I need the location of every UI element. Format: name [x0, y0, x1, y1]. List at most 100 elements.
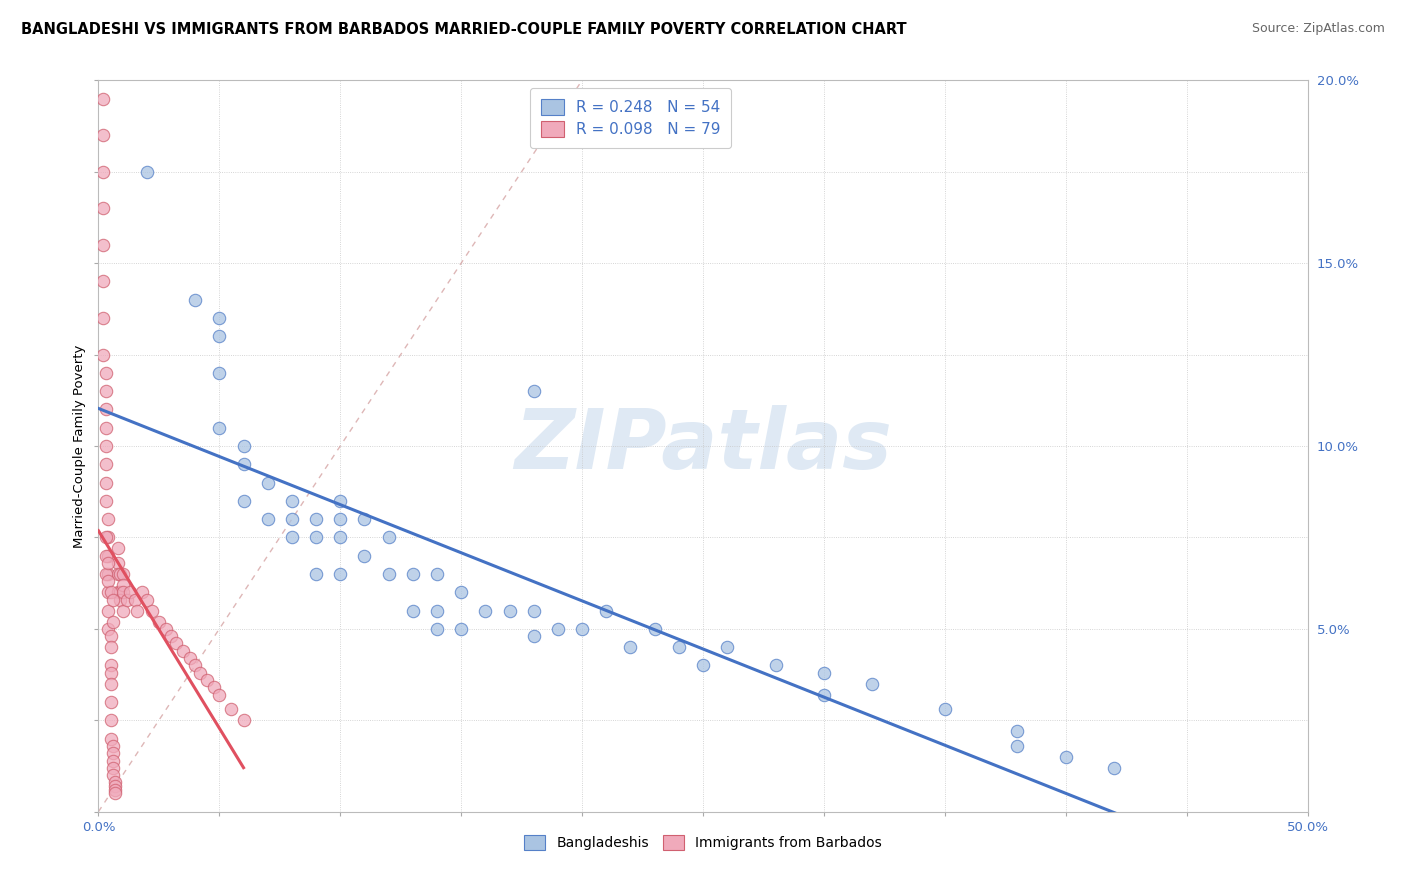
Point: [100, 640, 122, 655]
Point: [232, 457, 254, 471]
Point: [104, 787, 127, 801]
Point: [232, 714, 254, 728]
Point: [232, 439, 254, 453]
Point: [100, 658, 122, 673]
Point: [208, 366, 231, 380]
Point: [94, 421, 117, 435]
Point: [204, 681, 226, 695]
Point: [94, 439, 117, 453]
Point: [111, 567, 134, 582]
Point: [104, 782, 127, 797]
Point: [97, 549, 120, 563]
Point: [402, 567, 425, 582]
Point: [426, 567, 449, 582]
Point: [426, 603, 449, 617]
Point: [127, 603, 149, 617]
Point: [305, 512, 328, 526]
Point: [100, 714, 122, 728]
Point: [329, 494, 352, 508]
Point: [91, 310, 114, 325]
Point: [124, 592, 146, 607]
Point: [668, 640, 690, 655]
Point: [1054, 749, 1077, 764]
Text: BANGLADESHI VS IMMIGRANTS FROM BARBADOS MARRIED-COUPLE FAMILY POVERTY CORRELATIO: BANGLADESHI VS IMMIGRANTS FROM BARBADOS …: [21, 22, 907, 37]
Point: [281, 512, 304, 526]
Point: [101, 592, 124, 607]
Point: [100, 695, 122, 709]
Point: [141, 603, 163, 617]
Point: [101, 746, 124, 760]
Point: [97, 512, 120, 526]
Point: [117, 592, 139, 607]
Point: [101, 739, 124, 753]
Point: [91, 128, 114, 143]
Point: [94, 567, 117, 582]
Point: [100, 665, 122, 680]
Point: [107, 567, 129, 582]
Point: [91, 201, 114, 215]
Point: [108, 567, 131, 582]
Point: [107, 541, 129, 556]
Point: [91, 164, 114, 178]
Point: [94, 475, 117, 490]
Point: [716, 640, 738, 655]
Point: [91, 275, 114, 289]
Point: [281, 494, 304, 508]
Point: [1007, 724, 1029, 739]
Legend: Bangladeshis, Immigrants from Barbados: Bangladeshis, Immigrants from Barbados: [519, 830, 887, 856]
Point: [195, 673, 218, 687]
Point: [97, 530, 120, 544]
Point: [523, 629, 546, 643]
Point: [619, 640, 641, 655]
Point: [377, 530, 399, 544]
Point: [97, 574, 120, 589]
Point: [104, 775, 127, 789]
Point: [91, 91, 114, 105]
Point: [131, 585, 153, 599]
Point: [644, 622, 666, 636]
Point: [547, 622, 569, 636]
Point: [221, 702, 243, 716]
Point: [101, 615, 124, 629]
Point: [101, 768, 124, 782]
Point: [208, 688, 231, 702]
Point: [813, 688, 835, 702]
Point: [97, 585, 120, 599]
Point: [148, 615, 170, 629]
Point: [813, 665, 835, 680]
Point: [108, 592, 131, 607]
Point: [108, 585, 131, 599]
Point: [94, 366, 117, 380]
Point: [94, 402, 117, 417]
Point: [353, 512, 375, 526]
Point: [118, 585, 141, 599]
Point: [188, 665, 211, 680]
Point: [94, 457, 117, 471]
Point: [94, 494, 117, 508]
Point: [523, 384, 546, 398]
Point: [104, 779, 127, 793]
Point: [94, 530, 117, 544]
Point: [426, 622, 449, 636]
Point: [135, 164, 157, 178]
Point: [305, 567, 328, 582]
Point: [184, 658, 207, 673]
Point: [353, 549, 375, 563]
Point: [595, 603, 617, 617]
Point: [329, 567, 352, 582]
Point: [256, 512, 278, 526]
Point: [281, 530, 304, 544]
Point: [498, 603, 520, 617]
Point: [1007, 739, 1029, 753]
Point: [111, 585, 134, 599]
Point: [692, 658, 714, 673]
Point: [571, 622, 593, 636]
Point: [450, 585, 472, 599]
Point: [402, 603, 425, 617]
Point: [860, 676, 883, 690]
Text: ZIPatlas: ZIPatlas: [515, 406, 891, 486]
Point: [179, 651, 201, 665]
Point: [523, 603, 546, 617]
Point: [107, 556, 129, 570]
Y-axis label: Married-Couple Family Poverty: Married-Couple Family Poverty: [73, 344, 86, 548]
